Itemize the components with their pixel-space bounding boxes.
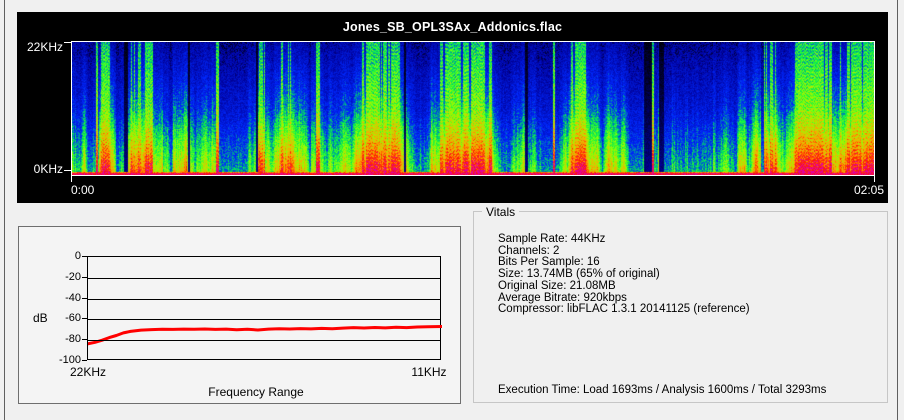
vitals-lines: Sample Rate: 44KHz Channels: 2 Bits Per Sa… <box>498 233 750 316</box>
xaxis-end-label: 11KHz <box>411 365 447 379</box>
yaxis-tick-label: -40 <box>65 291 81 304</box>
yaxis-title: dB <box>33 311 48 325</box>
yaxis-tick-mark <box>82 318 87 320</box>
vitals-line: Average Bitrate: 920kbps <box>498 291 627 304</box>
yaxis-tick-label: -100 <box>58 354 81 366</box>
yaxis-tick-mark <box>82 256 87 257</box>
yaxis-tick-label: -80 <box>65 333 81 346</box>
vitals-line: Size: 13.74MB (65% of original) <box>498 268 660 281</box>
chart-gridline <box>88 340 440 342</box>
xaxis-start-label: 22KHz <box>69 365 107 379</box>
vitals-line: Bits Per Sample: 16 <box>498 256 600 269</box>
chart-gridline <box>88 298 440 300</box>
yaxis-tick-mark <box>82 339 87 341</box>
frequency-response-chart <box>88 325 442 346</box>
spectrogram-xaxis-start-tick <box>71 176 72 182</box>
chart-gridline <box>88 277 440 279</box>
vitals-line: Compressor: libFLAC 1.3.1 20141125 (refe… <box>498 303 750 316</box>
yaxis-tick-mark <box>82 297 87 299</box>
spectrogram-yaxis-bottom-label: 0KHz <box>33 162 63 176</box>
yaxis-tick-label: 0 <box>74 250 81 262</box>
execution-time-line: Execution Time: Load 1693ms / Analysis 1… <box>498 384 827 396</box>
yaxis-tick-label: -60 <box>65 312 81 325</box>
yaxis-tick-mark <box>82 276 87 278</box>
frequency-analysis-panel: dB 22KHz 11KHz Frequency Range 0 -20 -40 -6… <box>18 226 461 404</box>
xaxis-title: Frequency Range <box>208 385 304 399</box>
vitals-groupbox: Vitals Sample Rate: 44KHz Channels: 2 Bits… <box>473 205 888 403</box>
spectrogram-xaxis-end-tick <box>874 176 875 182</box>
spectrogram-yaxis-top-label: 22KHz <box>26 40 63 54</box>
vitals-line: Original Size: 21.08MB <box>498 279 616 292</box>
vitals-line: Sample Rate: 44KHz <box>498 233 606 245</box>
spectrogram-title: Jones_SB_OPL3SAx_Addonics.flac <box>342 20 563 34</box>
frequency-chart-frame <box>87 256 442 360</box>
frequency-response-line <box>88 325 442 346</box>
spectrogram-yaxis-top-tick <box>64 42 71 43</box>
spectrogram-canvas <box>72 42 874 175</box>
spectrogram-plot-frame <box>71 41 875 176</box>
yaxis-tick-mark <box>82 360 87 361</box>
spectrogram-time-end-label: 02:05 <box>853 183 884 197</box>
chart-gridline <box>88 319 440 321</box>
spectrogram-panel: Jones_SB_OPL3SAx_Addonics.flac 22KHz 0KH… <box>17 12 888 203</box>
spectrogram-time-start-label: 0:00 <box>71 183 95 197</box>
yaxis-tick-label: -20 <box>65 270 81 283</box>
window-left-edge <box>4 0 5 420</box>
vitals-legend: Vitals <box>482 205 520 219</box>
vitals-line: Channels: 2 <box>498 244 560 257</box>
spectrogram-yaxis-bottom-tick <box>64 170 71 171</box>
window-right-edge <box>897 0 898 420</box>
